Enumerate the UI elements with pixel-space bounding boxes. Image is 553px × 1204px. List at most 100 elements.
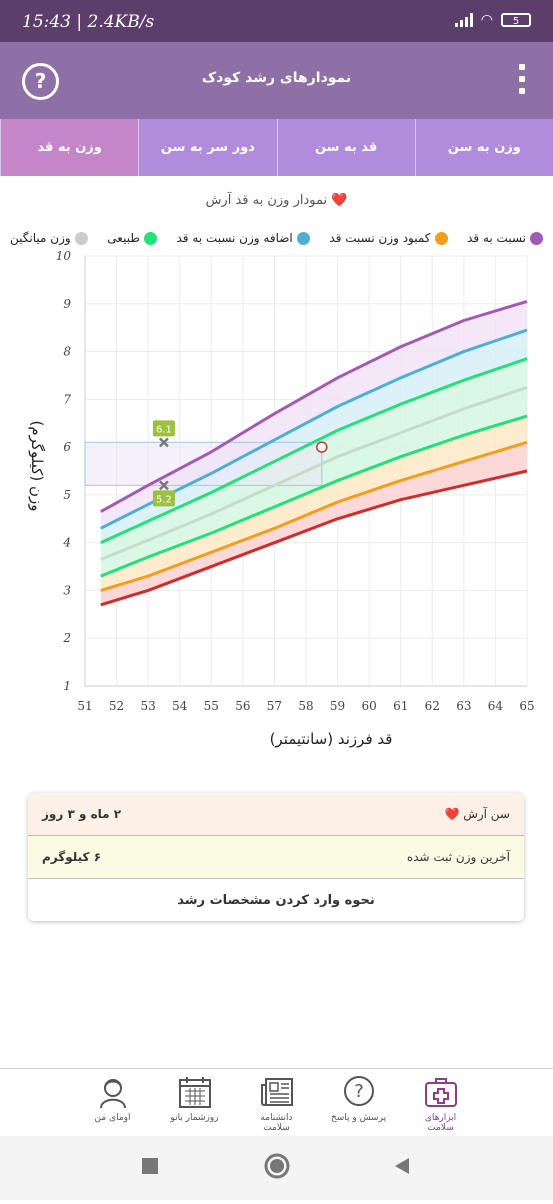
- home-button-inner: [270, 1159, 284, 1173]
- bottom-nav: اومای من روزشمار بانو دانشنامه سلامت ? پ…: [0, 1068, 553, 1137]
- age-row: سن آرش ❤️ ۲ ماه و ۳ روز: [28, 793, 524, 836]
- age-value: ۲ ماه و ۳ روز: [42, 807, 122, 821]
- legend-item: نسبت به قد: [467, 228, 543, 248]
- nav-label: دانشنامه سلامت: [260, 1113, 293, 1133]
- nav-item-health-tools[interactable]: ابزارهای سلامت: [413, 1069, 469, 1137]
- y-tick-label: 1: [63, 679, 71, 693]
- status-bar: 15:43 | 2.4KB/s ◠ 5: [0, 0, 553, 42]
- age-label: سن آرش ❤️: [444, 807, 510, 821]
- zone-band: [100, 330, 528, 543]
- x-tick-label: 52: [109, 699, 124, 713]
- legend-dot: [74, 231, 88, 245]
- x-tick-label: 53: [141, 699, 156, 713]
- legend-label: اضافه وزن نسبت به قد: [176, 231, 293, 245]
- legend-item: کمبود وزن نسبت قد: [329, 228, 448, 248]
- svg-text:?: ?: [354, 1081, 364, 1102]
- x-tick-label: 56: [235, 699, 250, 713]
- x-tick-label: 51: [77, 699, 92, 713]
- question-bubble-icon: ?: [343, 1076, 374, 1106]
- y-tick-label: 10: [56, 250, 72, 263]
- weight-value: ۶ کیلوگرم: [42, 850, 102, 864]
- legend-label: کمبود وزن نسبت قد: [329, 231, 431, 245]
- growth-chart: 51 52 53 54 55 56 57 58 59 60 61 62 63 64 651234567891…: [28, 250, 535, 748]
- nav-label: روزشمار بانو: [170, 1113, 219, 1123]
- legend-dot: [296, 231, 310, 245]
- marker-x: [159, 480, 169, 491]
- series-line: [100, 299, 528, 513]
- y-tick-label: 4: [62, 536, 71, 550]
- x-tick-label: 61: [393, 699, 408, 713]
- tab-height-for-age[interactable]: قد به سن: [276, 119, 415, 176]
- chart-legend: نسبت به قد کمبود وزن نسبت قد اضافه وزن ن…: [10, 228, 543, 248]
- y-tick-label: 5: [63, 488, 71, 502]
- nav-item-calendar[interactable]: روزشمار بانو: [167, 1069, 223, 1137]
- legend-label: طبیعی: [107, 231, 140, 245]
- more-menu-icon[interactable]: [519, 64, 525, 98]
- legend-item: اضافه وزن نسبت به قد: [176, 228, 310, 248]
- tab-weight-for-age[interactable]: وزن به سن: [414, 119, 553, 176]
- legend-dot: [143, 231, 157, 245]
- system-nav-bar: [0, 1136, 553, 1200]
- nav-item-encyclopedia[interactable]: دانشنامه سلامت: [249, 1069, 305, 1137]
- wifi-icon: ◠: [480, 12, 493, 28]
- series-line: [100, 440, 528, 592]
- y-tick-label: 8: [63, 345, 71, 359]
- marker-x: [159, 437, 169, 448]
- x-tick-label: 65: [519, 699, 534, 713]
- nav-label: ابزارهای سلامت: [424, 1113, 457, 1133]
- tab-weight-for-height[interactable]: وزن به قد: [0, 119, 139, 176]
- first-aid-kit-icon: [424, 1078, 457, 1107]
- x-tick-label: 54: [172, 699, 188, 713]
- legend-dot: [434, 231, 448, 245]
- y-tick-label: 2: [62, 631, 71, 645]
- y-tick-label: 7: [63, 392, 71, 406]
- zone-band: [100, 442, 528, 605]
- nav-label: اومای من: [94, 1113, 131, 1123]
- y-tick-label: 9: [63, 297, 71, 311]
- help-button[interactable]: ?: [22, 63, 59, 100]
- x-tick-label: 55: [204, 699, 219, 713]
- series-line: [100, 414, 528, 578]
- nav-item-my-omay[interactable]: اومای من: [85, 1069, 141, 1137]
- marker-label-box: [152, 490, 175, 507]
- legend-label: نسبت به قد: [467, 231, 526, 245]
- y-tick-label: 6: [63, 440, 71, 454]
- legend-item: وزن میانگین: [10, 228, 88, 248]
- series-line: [100, 357, 528, 545]
- x-tick-label: 60: [362, 699, 377, 713]
- series-line: [100, 469, 528, 607]
- recent-apps-button[interactable]: [142, 1158, 158, 1174]
- calendar-icon: [178, 1077, 211, 1108]
- battery-icon: 5: [501, 13, 531, 27]
- series-line: [100, 385, 528, 561]
- y-axis-label: وزن (کیلوگرم): [28, 420, 46, 511]
- woman-avatar-icon: [99, 1079, 126, 1109]
- help-link[interactable]: نحوه وارد کردن مشخصات رشد: [177, 892, 375, 908]
- marker-label: 5.2: [156, 494, 172, 505]
- home-button[interactable]: [264, 1153, 290, 1179]
- legend-dot: [530, 231, 543, 245]
- signal-icon: [454, 13, 473, 27]
- status-time: 15:43 | 2.4KB/s: [22, 12, 155, 32]
- chart-title: نمودار وزن به قد آرش ❤️: [205, 193, 348, 208]
- newspaper-icon: [260, 1078, 293, 1106]
- summary-card: سن آرش ❤️ ۲ ماه و ۳ روز آخرین وزن ثبت شد…: [28, 793, 524, 921]
- nav-label: پرسش و پاسخ: [330, 1113, 387, 1123]
- page-title: نمودارهای رشد کودک: [201, 70, 352, 86]
- y-tick-label: 3: [63, 583, 71, 597]
- tab-head-for-age[interactable]: دور سر به سن: [138, 119, 276, 176]
- weight-row: آخرین وزن ثبت شده ۶ کیلوگرم: [28, 836, 524, 879]
- x-tick-label: 63: [456, 699, 471, 713]
- back-button[interactable]: [395, 1158, 409, 1174]
- nav-item-qa[interactable]: ? پرسش و پاسخ: [331, 1069, 387, 1137]
- weight-label: آخرین وزن ثبت شده: [406, 850, 510, 864]
- current-point: [316, 441, 328, 453]
- legend-item: طبیعی: [107, 228, 157, 248]
- app-bar: ? نمودارهای رشد کودک: [0, 42, 553, 119]
- chart-tabs: وزن به قد دور سر به سن قد به سن وزن به س…: [0, 119, 553, 176]
- x-tick-label: 57: [267, 699, 282, 713]
- system-nav-buttons: [142, 1153, 409, 1179]
- x-tick-label: 62: [425, 699, 440, 713]
- zone-band: [100, 416, 528, 591]
- x-tick-label: 59: [330, 699, 345, 713]
